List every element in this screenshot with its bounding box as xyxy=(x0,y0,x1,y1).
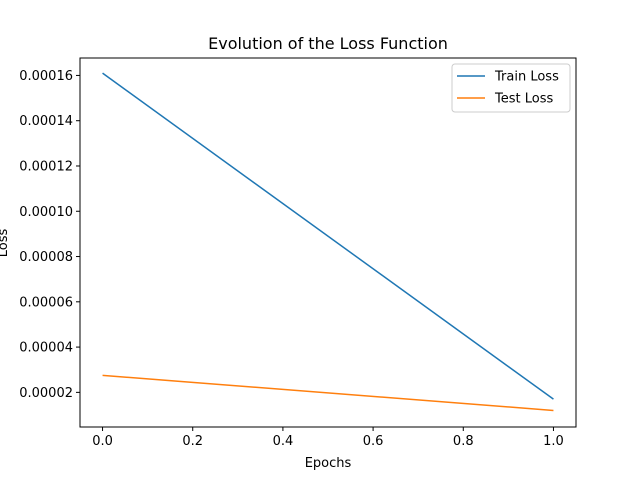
train-loss-line xyxy=(102,72,554,400)
y-tick-label: 0.00006 xyxy=(19,295,73,310)
plot-frame xyxy=(79,57,577,428)
y-tick-label: 0.00004 xyxy=(19,341,73,356)
y-tick-label: 0.00010 xyxy=(19,205,73,220)
test-loss-line xyxy=(102,374,554,412)
y-tick-label: 0.00008 xyxy=(19,250,73,265)
x-tick-label: 0.6 xyxy=(363,434,384,449)
legend: Train Loss Test Loss xyxy=(451,63,571,113)
y-axis-ticks: 0.00002 0.00004 0.00006 0.00008 0.00010 0.000… xyxy=(19,69,80,401)
chart-title: Evolution of the Loss Function xyxy=(208,34,448,53)
y-tick-label: 0.00002 xyxy=(19,386,73,401)
y-tick-label: 0.00014 xyxy=(19,114,73,129)
test-loss-legend-label: Test Loss xyxy=(494,92,553,107)
x-tick-label: 0.4 xyxy=(273,434,294,449)
train-loss-legend-label: Train Loss xyxy=(494,70,559,85)
series-layer xyxy=(102,72,554,412)
y-tick-label: 0.00016 xyxy=(19,69,73,84)
x-tick-label: 0.2 xyxy=(182,434,203,449)
x-axis-label: Epochs xyxy=(305,456,352,471)
x-tick-label: 1.0 xyxy=(543,434,564,449)
y-axis-label: Loss xyxy=(0,229,11,258)
x-axis-ticks: 0.0 0.2 0.4 0.6 0.8 1.0 xyxy=(92,427,564,449)
y-tick-label: 0.00012 xyxy=(19,159,73,174)
x-tick-label: 0.8 xyxy=(453,434,474,449)
x-tick-label: 0.0 xyxy=(92,434,113,449)
